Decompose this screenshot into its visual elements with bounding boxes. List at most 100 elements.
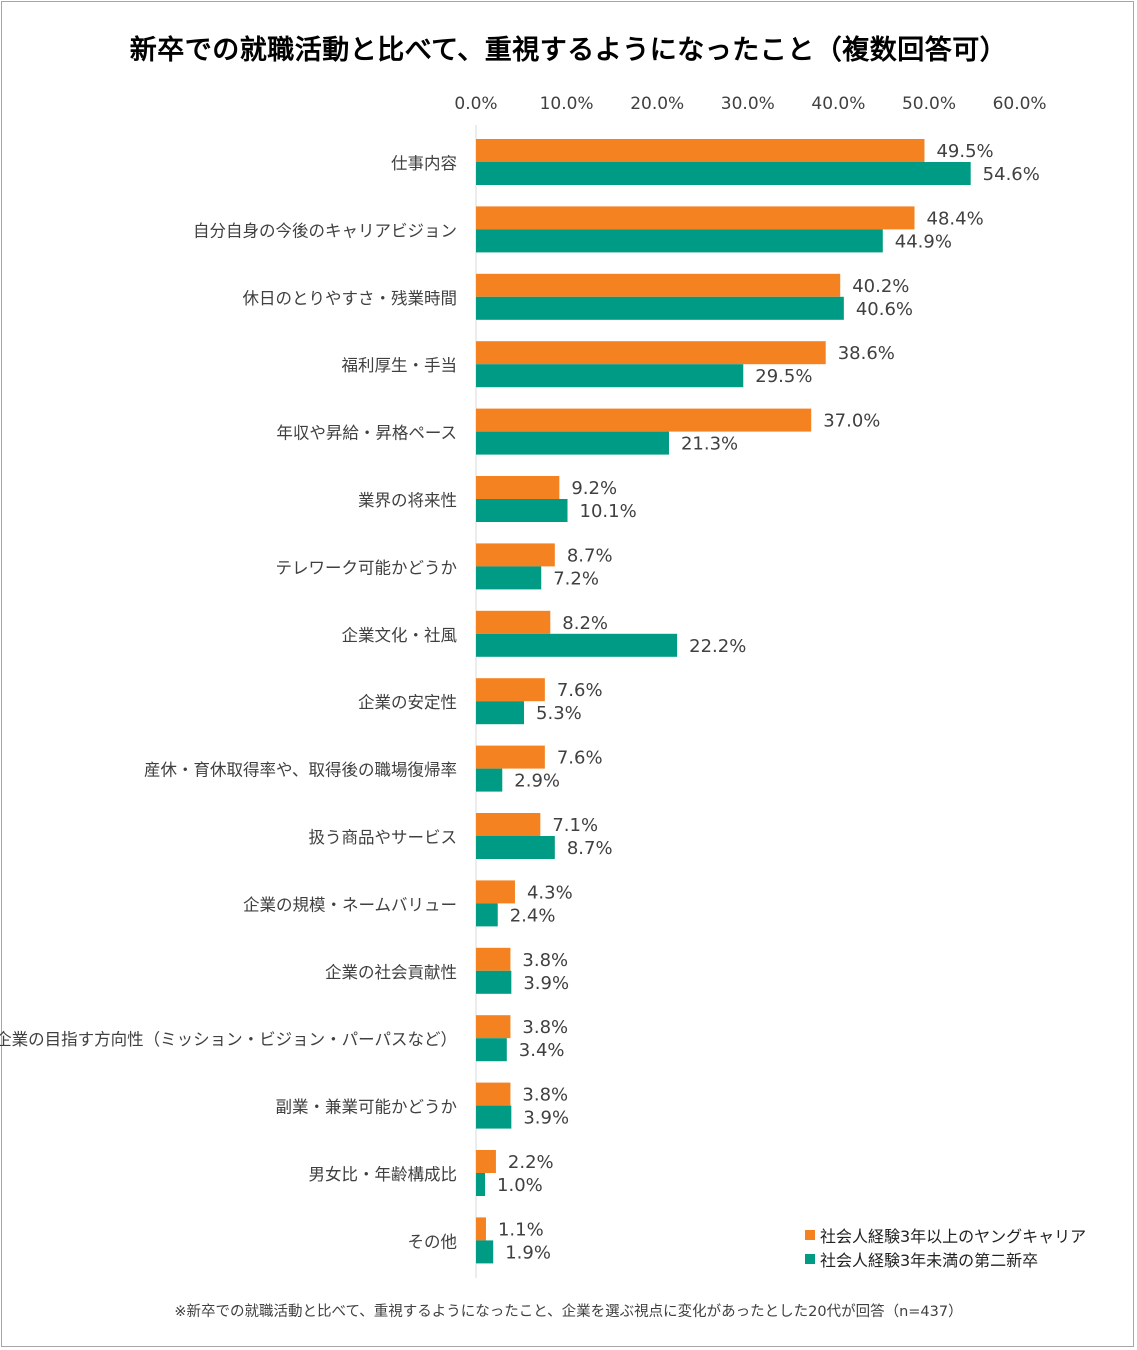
footnote: ※新卒での就職活動と比べて、重視するようになったこと、企業を選ぶ視点に変化があっ… — [174, 1304, 963, 1320]
x-tick-label: 30.0% — [721, 94, 775, 114]
data-label: 21.3% — [681, 434, 738, 455]
data-label: 9.2% — [571, 478, 617, 499]
bar-young-career — [476, 1015, 511, 1039]
data-label: 4.3% — [527, 882, 573, 903]
legend-swatch-young-career — [805, 1230, 815, 1240]
data-label: 7.1% — [552, 815, 598, 836]
category-label: テレワーク可能かどうか — [276, 558, 458, 577]
bar-second-graduate — [476, 836, 555, 859]
data-label: 40.2% — [852, 276, 909, 297]
category-label: 副業・兼業可能かどうか — [276, 1098, 458, 1117]
category-label: 産休・育休取得率や、取得後の職場復帰率 — [144, 761, 457, 780]
data-label: 3.8% — [522, 1085, 568, 1106]
bar-second-graduate — [476, 1173, 486, 1196]
bar-second-graduate — [476, 296, 844, 320]
x-tick-label: 50.0% — [902, 94, 956, 114]
data-label: 2.4% — [510, 905, 556, 926]
bar-young-career — [476, 476, 560, 499]
legend-item-young-career: 社会人経験3年以上のヤングキャリア — [805, 1223, 1086, 1247]
bar-second-graduate — [476, 768, 503, 792]
bar-second-graduate — [476, 1038, 507, 1062]
data-label: 38.6% — [838, 343, 895, 364]
bar-second-graduate — [476, 431, 669, 455]
data-label: 8.7% — [567, 838, 613, 859]
bar-second-graduate — [476, 903, 498, 927]
data-label: 3.4% — [519, 1040, 565, 1061]
bar-young-career — [476, 408, 812, 432]
data-label: 1.1% — [498, 1219, 544, 1240]
data-label: 1.9% — [505, 1242, 551, 1263]
legend-label-young-career: 社会人経験3年以上のヤングキャリア — [820, 1227, 1087, 1246]
legend: 社会人経験3年以上のヤングキャリア 社会人経験3年未満の第二新卒 — [805, 1223, 1086, 1271]
bar-second-graduate — [476, 162, 971, 185]
data-label: 5.3% — [536, 703, 582, 724]
bar-second-graduate — [476, 633, 678, 657]
x-tick-label: 0.0% — [454, 94, 497, 114]
data-label: 7.2% — [553, 568, 599, 589]
bar-second-graduate — [476, 499, 568, 522]
data-label: 37.0% — [823, 411, 880, 432]
data-label: 2.2% — [508, 1152, 554, 1173]
data-label: 3.8% — [522, 950, 568, 971]
bar-second-graduate — [476, 1105, 512, 1129]
category-label: 企業文化・社風 — [342, 626, 458, 645]
bar-young-career — [476, 678, 545, 702]
category-label: 福利厚生・手当 — [342, 356, 458, 375]
data-label: 48.4% — [927, 208, 984, 229]
data-label: 29.5% — [755, 366, 812, 387]
data-label: 40.6% — [856, 299, 913, 320]
bar-young-career — [476, 273, 841, 297]
data-label: 54.6% — [983, 164, 1040, 185]
bar-second-graduate — [476, 1240, 494, 1264]
bar-second-graduate — [476, 364, 744, 388]
x-tick-label: 40.0% — [811, 94, 865, 114]
legend-item-second-graduate: 社会人経験3年未満の第二新卒 — [805, 1247, 1086, 1271]
bar-young-career — [476, 1082, 511, 1106]
data-label: 3.9% — [523, 1108, 569, 1129]
category-label: 自分自身の今後のキャリアビジョン — [193, 221, 457, 240]
bar-young-career — [476, 947, 511, 971]
data-label: 44.9% — [895, 231, 952, 252]
data-label: 7.6% — [557, 680, 603, 701]
category-label: 年収や昇給・昇格ペース — [276, 424, 457, 443]
category-label: 企業の社会貢献性 — [325, 963, 457, 982]
x-tick-label: 20.0% — [630, 94, 684, 114]
bar-young-career — [476, 880, 515, 904]
chart-title: 新卒での就職活動と比べて、重視するようになったこと（複数回答可） — [129, 35, 1008, 66]
data-label: 7.6% — [557, 748, 603, 769]
bar-second-graduate — [476, 566, 542, 590]
legend-label-second-graduate: 社会人経験3年未満の第二新卒 — [820, 1251, 1039, 1270]
bar-young-career — [476, 1217, 486, 1241]
bar-young-career — [476, 206, 915, 230]
category-label: 企業の安定性 — [358, 693, 457, 712]
bar-young-career — [476, 139, 925, 162]
data-label: 8.7% — [567, 545, 613, 566]
category-label: 休日のとりやすさ・残業時間 — [243, 289, 458, 308]
bar-second-graduate — [476, 701, 525, 725]
data-label: 2.9% — [514, 771, 560, 792]
category-label: 男女比・年齢構成比 — [309, 1165, 458, 1184]
legend-swatch-second-graduate — [805, 1254, 815, 1264]
data-label: 3.8% — [522, 1017, 568, 1038]
category-label: 業界の将来性 — [358, 491, 457, 510]
category-label: 仕事内容 — [391, 154, 457, 173]
bar-young-career — [476, 341, 826, 365]
category-label: その他 — [408, 1232, 458, 1251]
bar-young-career — [476, 610, 551, 634]
bar-young-career — [476, 813, 541, 836]
bar-young-career — [476, 1150, 496, 1173]
category-label: 企業の目指す方向性（ミッション・ビジョン・パーパスなど） — [0, 1030, 457, 1049]
data-label: 49.5% — [936, 141, 993, 162]
data-label: 22.2% — [689, 636, 746, 657]
bar-young-career — [476, 543, 555, 567]
bar-young-career — [476, 745, 545, 769]
data-label: 3.9% — [523, 973, 569, 994]
category-label: 企業の規模・ネームバリュー — [243, 895, 457, 914]
data-label: 1.0% — [497, 1175, 543, 1196]
data-label: 10.1% — [580, 501, 637, 522]
category-label: 扱う商品やサービス — [309, 828, 458, 847]
bar-second-graduate — [476, 970, 512, 994]
bar-second-graduate — [476, 229, 883, 253]
